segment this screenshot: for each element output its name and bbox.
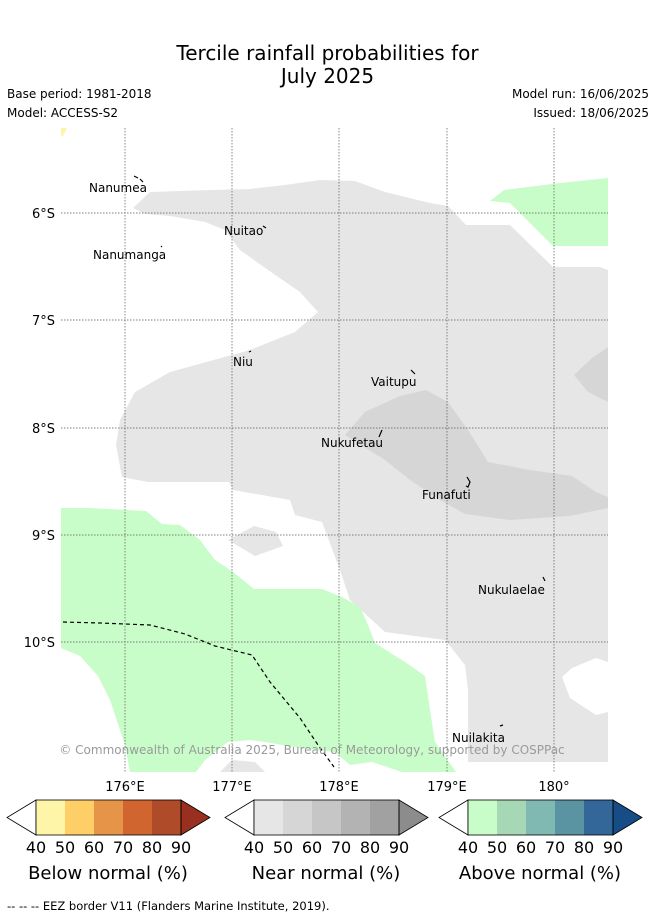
colorbar-below-tick: 40 bbox=[26, 838, 46, 855]
colorbar-above: 40 50 60 70 80 90 bbox=[438, 799, 643, 855]
lon-label-177e: 177°E bbox=[212, 780, 252, 795]
below-normal-speck bbox=[61, 128, 67, 136]
colorbar-below-outline bbox=[35, 799, 182, 836]
colorbar-near-tick: 80 bbox=[360, 838, 380, 855]
lon-label-180: 180° bbox=[538, 780, 569, 795]
colorbar-below-tick: 60 bbox=[84, 838, 104, 855]
above-normal-northeast bbox=[490, 178, 608, 246]
island-nukulaelae bbox=[542, 576, 546, 582]
colorbar-below-low-arrow bbox=[6, 799, 37, 836]
place-label-nanumea: Nanumea bbox=[89, 181, 147, 195]
island-funafuti bbox=[465, 476, 471, 488]
colorbar-above-tick: 90 bbox=[603, 838, 623, 855]
colorbar-below-tick: 80 bbox=[142, 838, 162, 855]
colorbar-below-high-arrow bbox=[180, 799, 211, 836]
colorbar-near-high-arrow bbox=[398, 799, 429, 836]
place-label-nuilakita: Nuilakita bbox=[452, 731, 505, 745]
colorbars: 40 50 60 70 80 90 40 50 60 70 80 90 40 50 60 70 80 90 bbox=[6, 799, 643, 855]
colorbar-above-high-arrow bbox=[612, 799, 643, 836]
colorbar-near-segment bbox=[254, 800, 283, 835]
island-nanumea bbox=[133, 175, 144, 183]
colorbar-above-segment bbox=[555, 800, 584, 835]
colorbar-below: 40 50 60 70 80 90 bbox=[6, 799, 211, 855]
eez-border bbox=[62, 621, 335, 768]
place-label-vaitupu: Vaitupu bbox=[371, 375, 417, 389]
colorbar-near-tick: 40 bbox=[244, 838, 264, 855]
white-pocket bbox=[562, 658, 608, 715]
colorbar-below-segment bbox=[152, 800, 181, 835]
colorbar-near-tick: 90 bbox=[389, 838, 409, 855]
colorbar-above-low-arrow bbox=[438, 799, 469, 836]
title-line-2: July 2025 bbox=[280, 64, 375, 88]
colorbar-near-tick: 60 bbox=[302, 838, 322, 855]
island-niu bbox=[248, 350, 252, 353]
lat-label-7s: 7°S bbox=[32, 314, 55, 329]
above-normal-southwest bbox=[61, 508, 456, 772]
near-normal-50-east bbox=[574, 347, 608, 402]
place-label-funafuti: Funafuti bbox=[422, 488, 471, 502]
lon-label-179e: 179°E bbox=[427, 780, 467, 795]
island-nanumanga bbox=[160, 245, 163, 248]
colorbar-near-label: Near normal (%) bbox=[251, 863, 401, 884]
title-line-1: Tercile rainfall probabilities for bbox=[176, 41, 479, 65]
colorbar-above-outline bbox=[467, 799, 614, 836]
island-vaitupu bbox=[410, 369, 416, 375]
lat-label-8s: 8°S bbox=[32, 422, 55, 437]
colorbar-above-tick: 40 bbox=[458, 838, 478, 855]
colorbar-above-segment bbox=[526, 800, 555, 835]
lon-label-176e: 176°E bbox=[105, 780, 145, 795]
eez-footnote: -- -- -- EEZ border V11 (Flanders Marine… bbox=[7, 899, 330, 913]
island-nukufetau bbox=[378, 429, 383, 438]
colorbar-near-outline bbox=[253, 799, 400, 836]
colorbar-below-segment bbox=[65, 800, 94, 835]
colorbar-near-segment bbox=[312, 800, 341, 835]
base-period: Base period: 1981-2018 bbox=[7, 87, 152, 101]
lat-label-9s: 9°S bbox=[32, 529, 55, 544]
colorbar-near-tick: 70 bbox=[331, 838, 351, 855]
colorbar-near-low-arrow bbox=[224, 799, 255, 836]
colorbar-below-segment bbox=[36, 800, 65, 835]
place-label-nukufetau: Nukufetau bbox=[321, 436, 383, 450]
colorbar-below-segment bbox=[94, 800, 123, 835]
near-normal-region bbox=[116, 180, 608, 762]
colorbar-above-tick: 70 bbox=[545, 838, 565, 855]
colorbar-near-segment bbox=[341, 800, 370, 835]
lon-label-178e: 178°E bbox=[319, 780, 359, 795]
colorbar-near-segment bbox=[370, 800, 399, 835]
colorbar-above-tick: 60 bbox=[516, 838, 536, 855]
colorbar-below-segment bbox=[123, 800, 152, 835]
place-label-nuitao: Nuitao bbox=[224, 224, 263, 238]
near-normal-50-region bbox=[345, 390, 608, 520]
colorbar-above-label: Above normal (%) bbox=[458, 863, 622, 884]
colorbar-near: 40 50 60 70 80 90 bbox=[224, 799, 429, 855]
colorbar-above-tick: 80 bbox=[574, 838, 594, 855]
colorbar-above-segment bbox=[584, 800, 613, 835]
place-label-nanumanga: Nanumanga bbox=[93, 248, 166, 262]
colorbar-below-tick: 50 bbox=[55, 838, 75, 855]
island-nuitao bbox=[262, 225, 267, 229]
colorbar-near-tick: 50 bbox=[273, 838, 293, 855]
model-run: Model run: 16/06/2025 bbox=[511, 87, 649, 101]
copyright-notice: © Commonwealth of Australia 2025, Bureau… bbox=[59, 743, 564, 757]
place-label-niu: Niu bbox=[233, 355, 253, 369]
model-name: Model: ACCESS-S2 bbox=[7, 106, 119, 120]
issued-date: Issued: 18/06/2025 bbox=[533, 106, 649, 120]
lat-label-6s: 6°S bbox=[32, 207, 55, 222]
near-normal-small-patch bbox=[228, 526, 283, 556]
map-canvas: Nanumea Nuitao Nanumanga Niu Vaitupu Nuk… bbox=[24, 128, 608, 795]
near-normal-region-south bbox=[220, 760, 265, 772]
colorbar-above-segment bbox=[468, 800, 497, 835]
colorbar-below-tick: 90 bbox=[171, 838, 191, 855]
place-label-nukulaelae: Nukulaelae bbox=[478, 583, 545, 597]
colorbar-above-tick: 50 bbox=[487, 838, 507, 855]
colorbar-above-segment bbox=[497, 800, 526, 835]
lat-label-10s: 10°S bbox=[24, 636, 55, 651]
colorbar-below-label: Below normal (%) bbox=[28, 863, 188, 884]
colorbar-below-tick: 70 bbox=[113, 838, 133, 855]
island-nuilakita bbox=[499, 724, 504, 727]
colorbar-near-segment bbox=[283, 800, 312, 835]
